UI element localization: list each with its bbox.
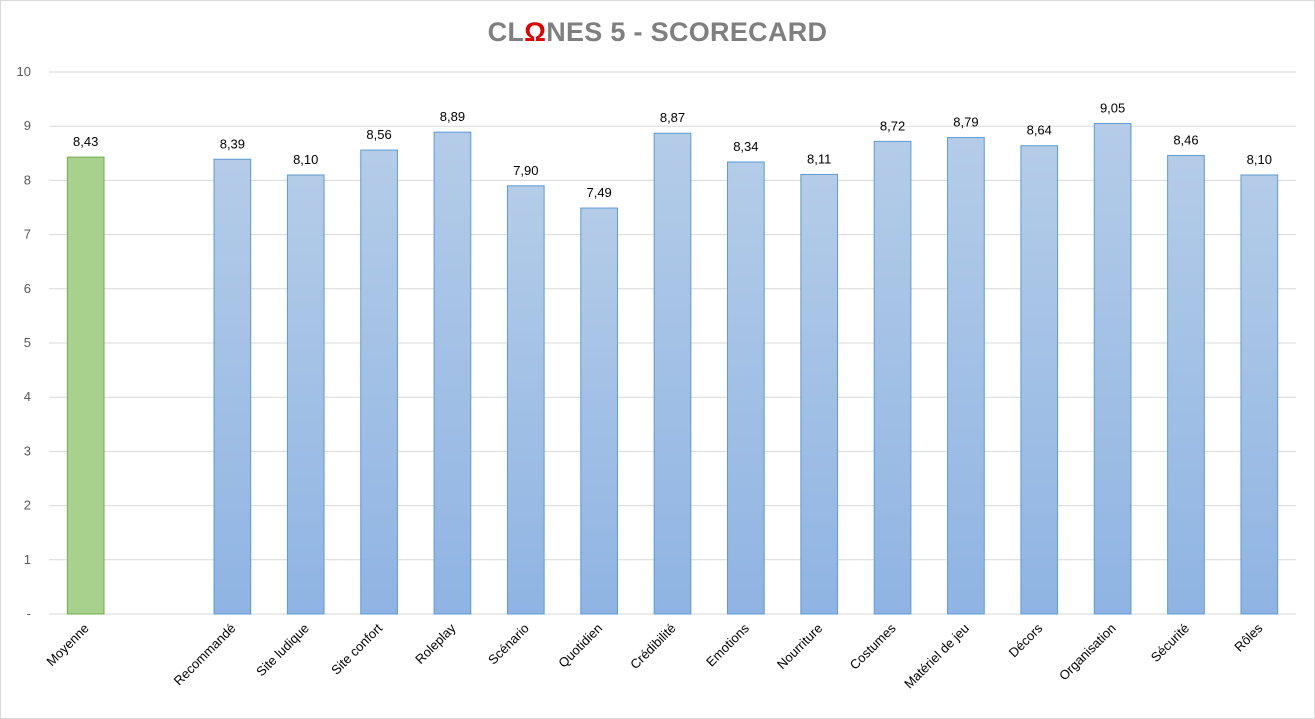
category-label: Scénario (485, 621, 532, 668)
bar (66, 156, 105, 615)
y-tick-label: 2 (24, 498, 31, 513)
bar (873, 140, 912, 615)
data-label: 8,46 (1173, 132, 1198, 147)
y-tick-label: 9 (24, 118, 31, 133)
y-tick-label: - (27, 606, 31, 621)
category-label: Costumes (847, 620, 899, 672)
bar (1020, 145, 1059, 615)
y-tick-label: 7 (24, 227, 31, 242)
data-label: 8,79 (953, 115, 978, 130)
data-labels: 8,43 8,39 8,10 8,56 8,89 7,90 7,49 8,87 8,34 8,11… (73, 100, 1272, 200)
data-label: 8,56 (366, 127, 391, 142)
data-label: 8,64 (1027, 123, 1052, 138)
title-part-end: NES 5 - SCORECARD (546, 17, 828, 47)
category-label: Matériel de jeu (901, 621, 972, 692)
category-labels: Moyenne Recommandé Site ludique Site confor… (43, 620, 1265, 691)
bar (947, 137, 985, 615)
category-label: Décors (1006, 620, 1046, 660)
category-label: Nourriture (774, 621, 825, 672)
bar (580, 207, 618, 615)
data-label: 8,10 (293, 152, 318, 167)
category-label: Site confort (328, 620, 385, 677)
data-label: 8,34 (733, 139, 758, 154)
category-label: Organisation (1056, 621, 1119, 684)
data-label: 7,90 (513, 163, 538, 178)
bar (653, 132, 692, 615)
category-label: Rôles (1231, 620, 1265, 654)
title-omega-glyph: Ω (524, 17, 547, 47)
bar (213, 158, 252, 615)
category-label: Crédibilité (627, 621, 678, 672)
category-label: Quotidien (555, 621, 605, 671)
title-part-start: CL (487, 17, 525, 47)
bar (1240, 174, 1279, 615)
category-label: Roleplay (412, 620, 459, 667)
chart-title: CLΩNES 5 - SCORECARD (1, 17, 1314, 48)
category-label: Recommandé (171, 621, 239, 689)
bar (727, 161, 765, 615)
bar (1167, 154, 1205, 615)
y-tick-label: 3 (24, 443, 31, 458)
data-label: 8,10 (1247, 152, 1272, 167)
y-axis-ticks: - 1 2 3 4 5 6 7 8 9 10 (17, 64, 31, 621)
category-label: Sécurité (1148, 621, 1192, 665)
data-label: 8,43 (73, 134, 98, 149)
y-tick-label: 1 (24, 552, 31, 567)
data-label: 9,05 (1100, 100, 1125, 115)
bar (433, 131, 472, 615)
bars (66, 122, 1279, 615)
category-label: Moyenne (43, 621, 91, 669)
bar (1093, 122, 1132, 615)
y-tick-label: 5 (24, 335, 31, 350)
data-label: 8,39 (220, 136, 245, 151)
bar (360, 149, 398, 615)
data-label: 8,89 (440, 109, 465, 124)
y-tick-label: 8 (24, 172, 31, 187)
data-label: 8,11 (807, 151, 831, 166)
bar (800, 173, 839, 615)
data-label: 8,87 (660, 110, 685, 125)
category-label: Site ludique (253, 621, 312, 680)
bar (286, 174, 325, 615)
y-tick-label: 6 (24, 281, 31, 296)
category-label: Emotions (703, 620, 752, 669)
data-label: 7,49 (586, 185, 611, 200)
bar (506, 185, 545, 615)
y-tick-label: 4 (24, 389, 31, 404)
data-label: 8,72 (880, 118, 905, 133)
y-tick-label: 10 (17, 64, 31, 79)
